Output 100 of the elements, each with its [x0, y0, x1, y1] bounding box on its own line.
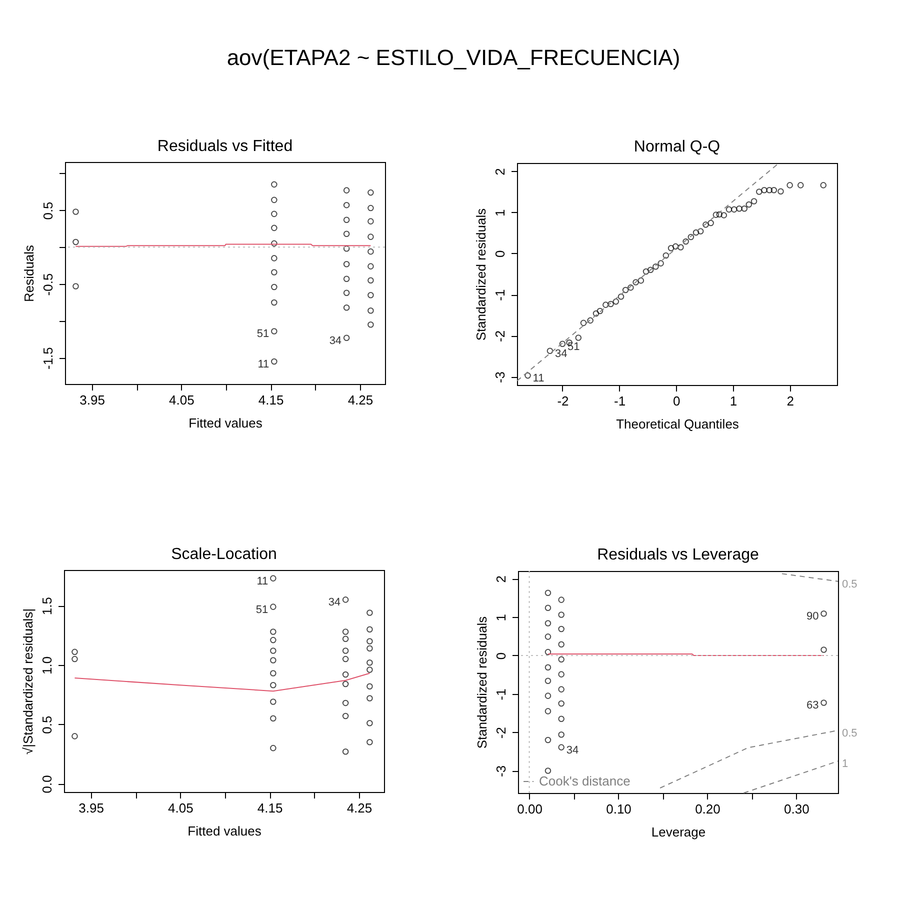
- point: [618, 293, 624, 300]
- point: [342, 748, 349, 755]
- point: [628, 284, 634, 291]
- point: [720, 212, 728, 218]
- point: [642, 268, 650, 275]
- point: [756, 188, 762, 195]
- point: [746, 201, 752, 208]
- point: [270, 575, 276, 582]
- point: [587, 317, 594, 324]
- x-tick-label: 0: [673, 394, 680, 408]
- x-tick-label: 4.15: [257, 800, 283, 816]
- annotation: 11: [256, 575, 268, 588]
- y-axis-title: √|Standardized residuals|: [20, 608, 36, 755]
- point: [72, 648, 78, 656]
- y-tick-label: 0.0: [40, 775, 54, 794]
- point: [368, 277, 374, 284]
- point: [602, 302, 609, 308]
- point: [271, 210, 278, 218]
- point: [741, 205, 748, 212]
- annotation: 63: [806, 700, 819, 712]
- x-axis-title: Fitted values: [188, 416, 263, 430]
- point: [368, 263, 374, 270]
- annotation: 51: [256, 328, 270, 340]
- point: [688, 234, 694, 240]
- y-tick-label: -1: [494, 688, 508, 700]
- point: [558, 612, 564, 618]
- point: [368, 204, 374, 212]
- point: [770, 186, 778, 194]
- point: [270, 698, 276, 705]
- point: [778, 188, 784, 195]
- point: [366, 638, 373, 644]
- point: [271, 181, 278, 188]
- y-axis-title: Residuals: [22, 244, 36, 302]
- y-tick-label: -1.5: [40, 347, 56, 370]
- x-axis-title: Theoretical Quantiles: [616, 416, 740, 432]
- chart-title: Scale-Location: [171, 546, 277, 563]
- point: [558, 671, 564, 678]
- point: [342, 712, 349, 720]
- y-tick-label: 1.5: [40, 597, 54, 616]
- point: [678, 244, 684, 250]
- point: [761, 186, 768, 194]
- y-tick-label: 2: [492, 168, 508, 176]
- x-tick-label: 3.95: [78, 800, 104, 816]
- point: [270, 636, 276, 644]
- point: [647, 266, 654, 274]
- point: [343, 216, 350, 223]
- point: [368, 189, 374, 196]
- point: [270, 648, 276, 654]
- point: [544, 648, 552, 656]
- point: [652, 263, 659, 270]
- point: [716, 211, 722, 218]
- point: [343, 245, 350, 252]
- point: [368, 218, 374, 224]
- point: [672, 243, 679, 250]
- point: [726, 206, 732, 213]
- y-axis-title: Standardized residuals: [474, 616, 490, 749]
- point: [366, 645, 373, 652]
- point: [343, 276, 350, 282]
- point: [271, 299, 278, 306]
- y-tick-label: -1: [492, 289, 508, 301]
- line-series: [74, 672, 370, 692]
- point: [546, 348, 554, 354]
- point: [702, 222, 709, 228]
- point: [270, 670, 276, 676]
- annotation: 51: [567, 340, 580, 353]
- y-tick-label: 0.5: [40, 716, 54, 734]
- x-tick-label: 0.10: [606, 802, 632, 816]
- point: [342, 656, 349, 662]
- point: [270, 628, 276, 635]
- annotation: 0.5: [842, 578, 858, 590]
- x-tick-label: 4.25: [346, 800, 372, 816]
- x-tick-label: 1: [730, 394, 738, 408]
- point: [343, 304, 350, 311]
- x-tick-label: 3.95: [80, 392, 105, 408]
- point: [271, 284, 278, 290]
- point: [766, 186, 773, 194]
- point: [708, 220, 714, 226]
- point: [820, 700, 827, 706]
- point: [72, 656, 78, 662]
- text: aov(ETAPA2 ~ ESTILO_VIDA_FRECUENCIA): [226, 45, 680, 71]
- x-tick-label: 0.20: [695, 802, 720, 816]
- point: [558, 731, 564, 738]
- annotation: 90: [806, 610, 819, 623]
- x-tick-label: 2: [786, 394, 794, 408]
- point: [343, 187, 350, 194]
- point: [368, 307, 374, 314]
- point: [544, 634, 552, 640]
- point: [343, 260, 350, 268]
- x-tick-label: 0.00: [517, 802, 542, 816]
- point: [558, 596, 564, 603]
- point: [668, 244, 674, 252]
- y-tick-label: 0.5: [40, 202, 56, 220]
- chart-title: Residuals vs Fitted: [157, 138, 293, 155]
- y-tick-label: -3: [494, 765, 508, 778]
- x-tick-label: -2: [557, 394, 569, 408]
- point: [72, 733, 78, 740]
- annotation: 34: [554, 348, 568, 360]
- x-tick-label: -1: [614, 394, 626, 408]
- point: [736, 205, 742, 212]
- point: [271, 224, 278, 232]
